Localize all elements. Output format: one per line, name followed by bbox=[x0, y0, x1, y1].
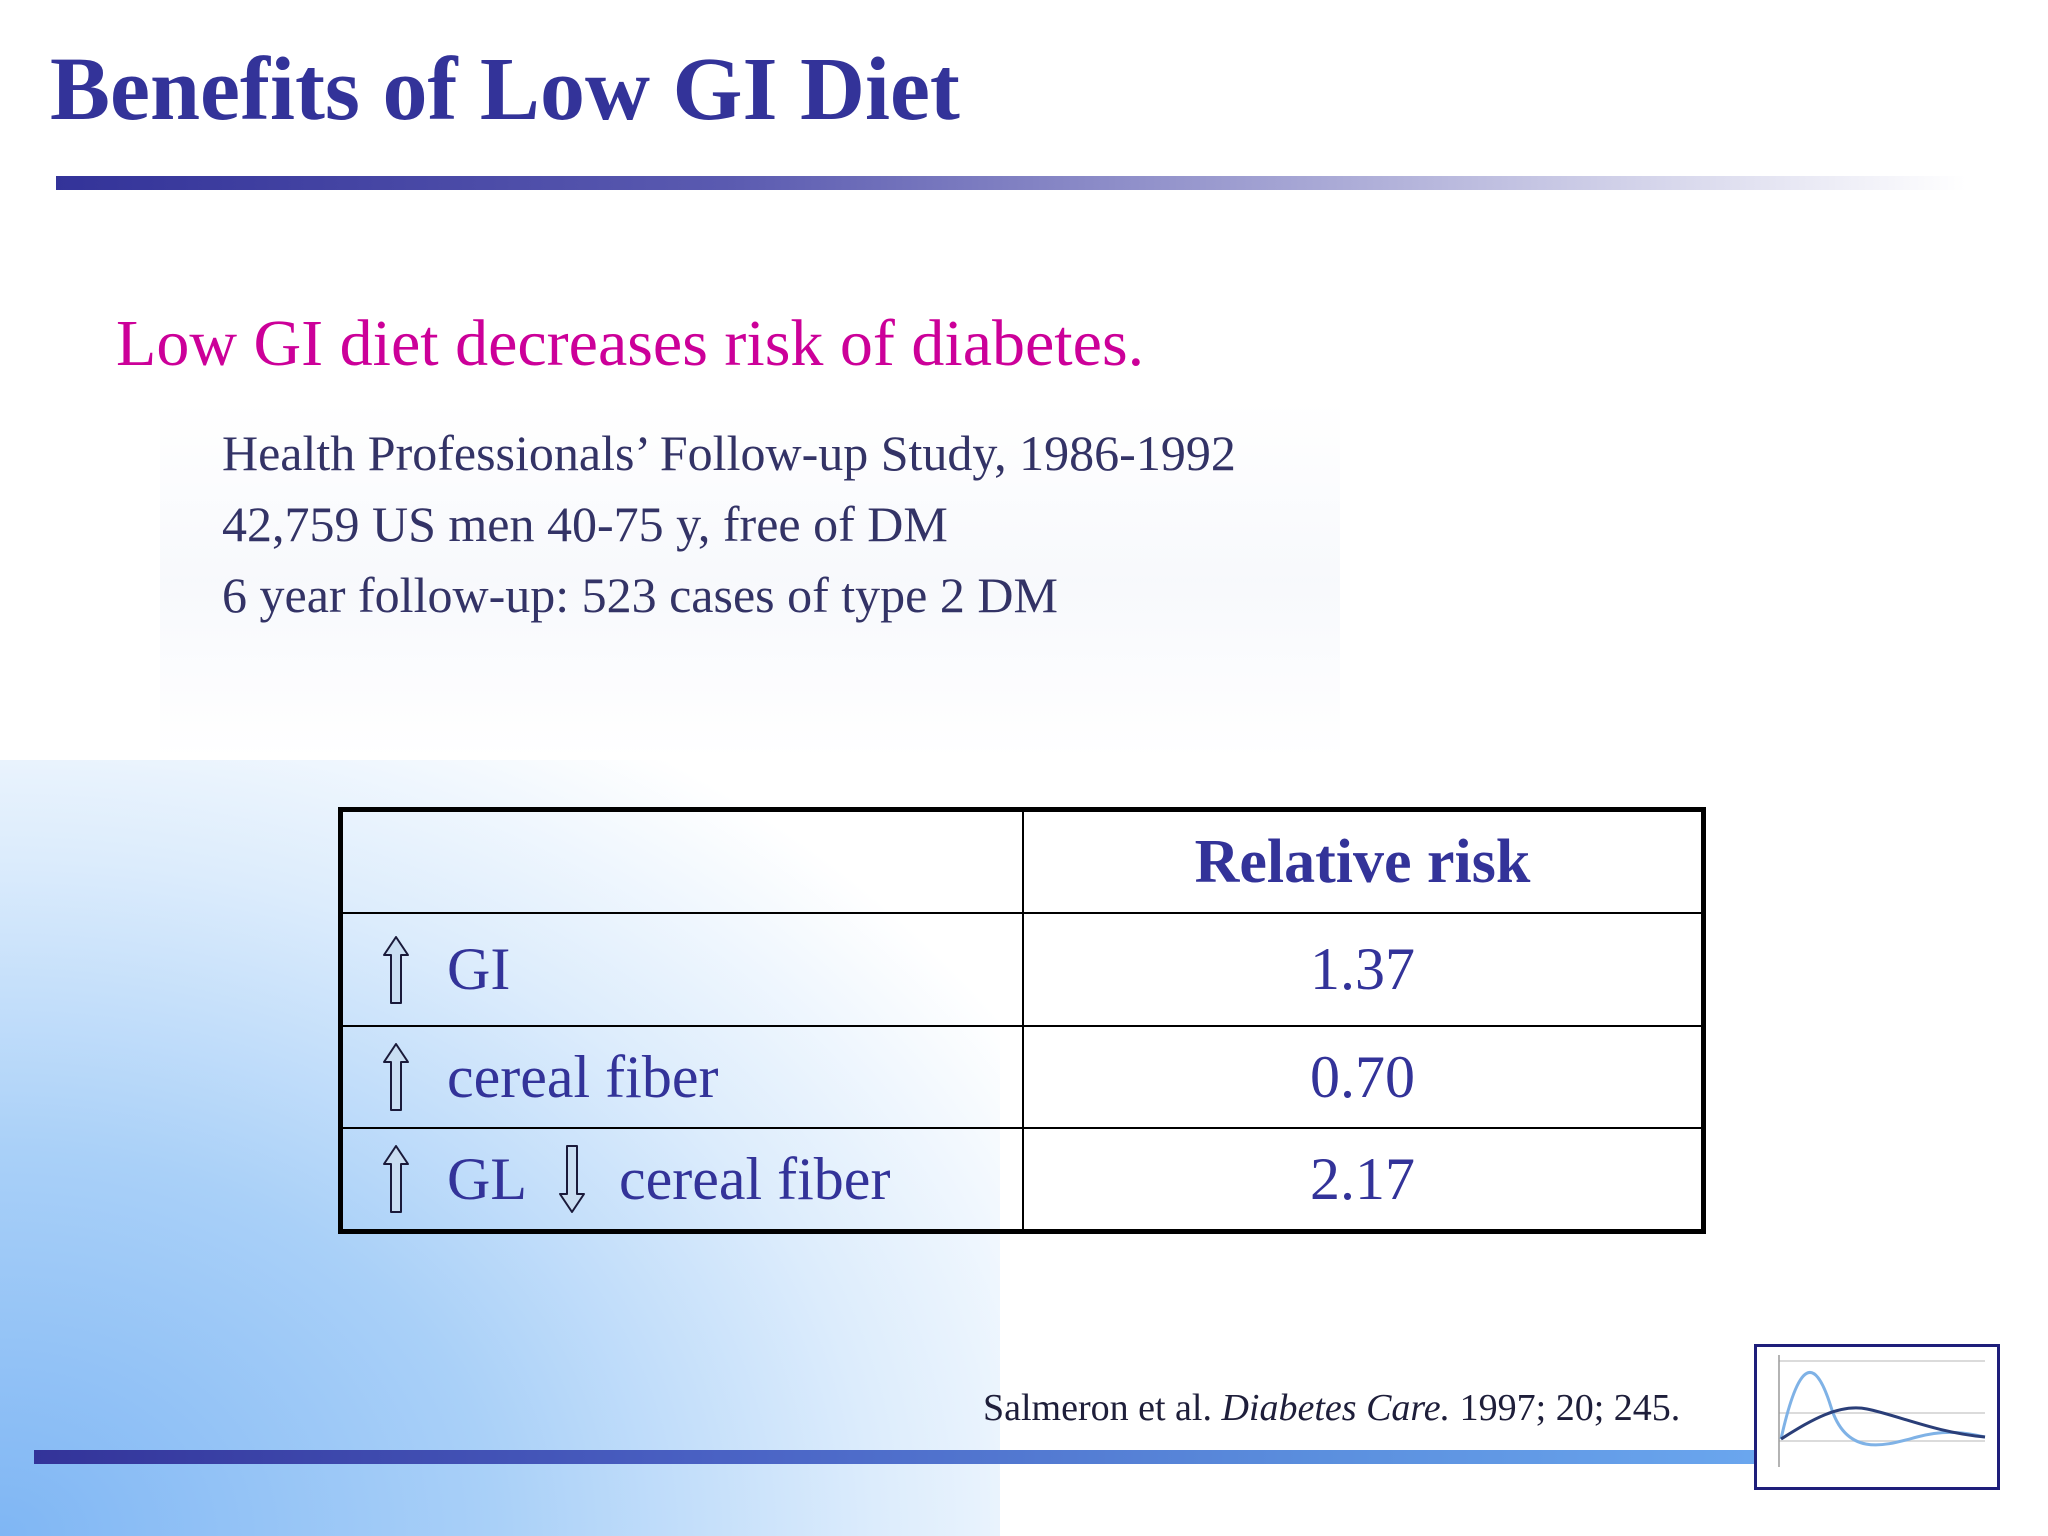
citation-authors: Salmeron et al. bbox=[983, 1387, 1212, 1429]
relative-risk-value: 2.17 bbox=[1022, 1127, 1705, 1233]
relative-risk-value: 1.37 bbox=[1022, 912, 1705, 1027]
relative-risk-value: 0.70 bbox=[1022, 1025, 1705, 1129]
footer-rule bbox=[34, 1450, 1754, 1464]
table-row: GL cereal fiber 2.17 bbox=[339, 1127, 1705, 1233]
header-cell-factor bbox=[339, 808, 1024, 914]
factor-label: GL bbox=[447, 1145, 527, 1212]
study-details: Health Professionals’ Follow-up Study, 1… bbox=[222, 418, 1236, 631]
slide-subtitle: Low GI diet decreases risk of diabetes. bbox=[116, 307, 1145, 380]
factor-cell: GI bbox=[339, 912, 1024, 1027]
table-header-row: Relative risk bbox=[339, 808, 1705, 914]
background-soft-band bbox=[160, 400, 1340, 760]
up-arrow-icon bbox=[383, 1043, 409, 1111]
study-line: Health Professionals’ Follow-up Study, 1… bbox=[222, 425, 1236, 481]
factor-cell: GL cereal fiber bbox=[339, 1127, 1024, 1233]
table-row: cereal fiber 0.70 bbox=[339, 1025, 1705, 1129]
factor-label: GI bbox=[447, 936, 511, 1002]
study-line: 6 year follow-up: 523 cases of type 2 DM bbox=[222, 567, 1058, 623]
citation: Salmeron et al. Diabetes Care. 1997; 20;… bbox=[983, 1386, 1680, 1430]
relative-risk-table: Relative risk GI 1.37 cereal fiber 0.70 bbox=[338, 807, 1706, 1234]
glycemic-curve-logo-icon bbox=[1754, 1344, 2000, 1490]
citation-details: 1997; 20; 245. bbox=[1459, 1387, 1681, 1429]
study-line: 42,759 US men 40-75 y, free of DM bbox=[222, 496, 948, 552]
up-arrow-icon bbox=[383, 935, 409, 1004]
title-underline bbox=[56, 176, 1966, 190]
factor-label: cereal fiber bbox=[447, 1043, 719, 1110]
slide-title: Benefits of Low GI Diet bbox=[50, 40, 960, 139]
header-cell-relative-risk: Relative risk bbox=[1022, 808, 1705, 914]
table-row: GI 1.37 bbox=[339, 912, 1705, 1027]
factor-label-secondary: cereal fiber bbox=[618, 1145, 891, 1212]
factor-cell: cereal fiber bbox=[339, 1025, 1024, 1129]
down-arrow-icon bbox=[558, 1145, 585, 1213]
up-arrow-icon bbox=[383, 1145, 409, 1213]
citation-journal: Diabetes Care. bbox=[1221, 1387, 1451, 1429]
